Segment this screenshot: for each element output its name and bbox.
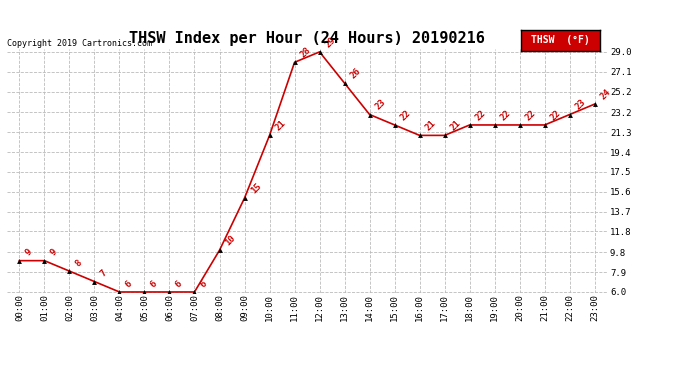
Text: 15: 15 <box>248 181 263 195</box>
Text: THSW  (°F): THSW (°F) <box>531 35 590 45</box>
Text: 6: 6 <box>174 279 184 289</box>
Text: 28: 28 <box>299 46 313 60</box>
Text: 22: 22 <box>524 108 538 122</box>
Text: 26: 26 <box>348 66 363 80</box>
Text: 8: 8 <box>74 258 83 268</box>
Title: THSW Index per Hour (24 Hours) 20190216: THSW Index per Hour (24 Hours) 20190216 <box>129 31 485 46</box>
Text: Copyright 2019 Cartronics.com: Copyright 2019 Cartronics.com <box>7 39 152 48</box>
Text: 22: 22 <box>399 108 413 122</box>
Text: 9: 9 <box>23 248 34 258</box>
Text: 29: 29 <box>324 35 337 49</box>
Text: 7: 7 <box>99 268 109 279</box>
Text: 22: 22 <box>499 108 513 122</box>
Text: 10: 10 <box>224 234 237 248</box>
Text: 6: 6 <box>148 279 159 289</box>
Text: 21: 21 <box>274 118 288 133</box>
Text: 6: 6 <box>199 279 209 289</box>
Text: 9: 9 <box>48 248 59 258</box>
Text: 21: 21 <box>424 118 437 133</box>
Text: 21: 21 <box>448 118 463 133</box>
Text: 23: 23 <box>374 98 388 112</box>
Text: 23: 23 <box>574 98 588 112</box>
Text: 24: 24 <box>599 87 613 101</box>
Text: 6: 6 <box>124 279 134 289</box>
Text: 22: 22 <box>549 108 563 122</box>
Text: 22: 22 <box>474 108 488 122</box>
